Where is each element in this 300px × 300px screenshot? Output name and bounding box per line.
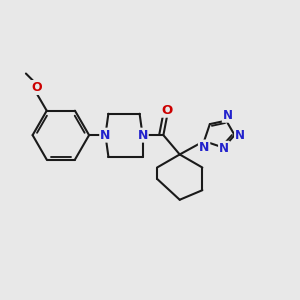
Text: N: N bbox=[223, 109, 233, 122]
Text: N: N bbox=[235, 129, 245, 142]
Text: N: N bbox=[100, 129, 111, 142]
Text: N: N bbox=[137, 129, 148, 142]
Text: N: N bbox=[219, 142, 229, 155]
Text: O: O bbox=[31, 81, 42, 94]
Text: N: N bbox=[199, 140, 209, 154]
Text: O: O bbox=[161, 104, 172, 117]
